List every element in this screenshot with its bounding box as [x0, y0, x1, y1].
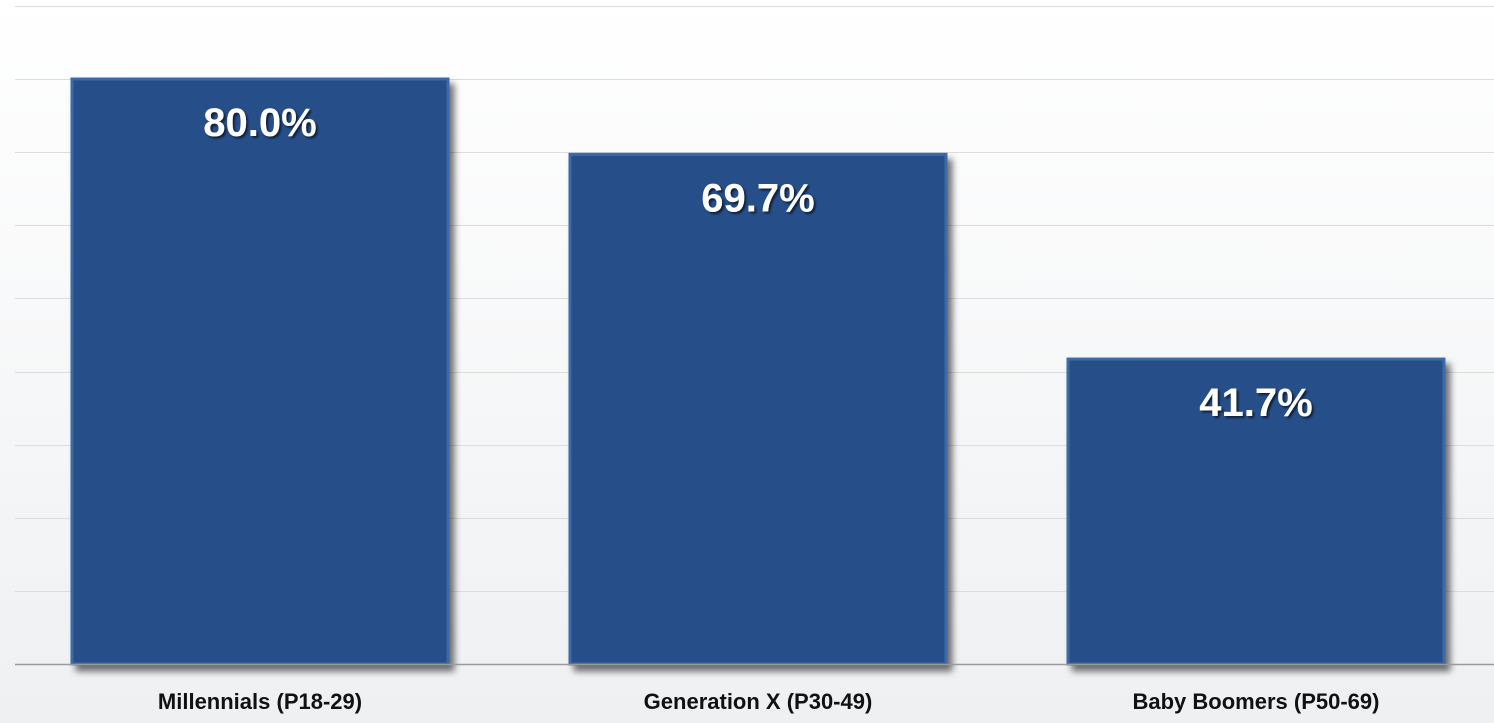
category-label: Millennials (P18-29): [158, 689, 362, 714]
category-label: Baby Boomers (P50-69): [1133, 689, 1380, 714]
bar: [70, 77, 450, 666]
data-label: 80.0%: [203, 101, 316, 145]
category-label: Generation X (P30-49): [644, 689, 873, 714]
bar: [568, 152, 948, 666]
category-labels: Millennials (P18-29) Generation X (P30-49…: [158, 689, 1380, 714]
bars: [70, 77, 1446, 666]
bar: [1066, 357, 1446, 666]
data-labels: 80.0% 69.7% 41.7%: [203, 101, 1312, 425]
data-label: 41.7%: [1199, 381, 1312, 425]
data-label: 69.7%: [701, 176, 814, 220]
